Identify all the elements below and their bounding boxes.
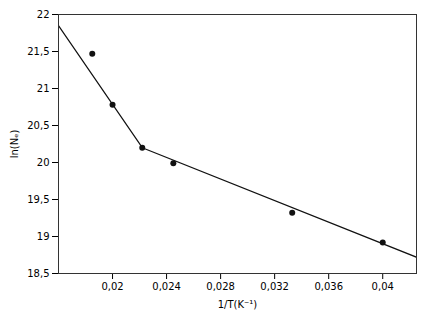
svg-text:19: 19 [37,231,50,242]
svg-text:1/T(K⁻¹): 1/T(K⁻¹) [218,299,258,310]
svg-text:0,028: 0,028 [206,281,235,292]
svg-text:20,5: 20,5 [27,120,49,131]
svg-text:18,5: 18,5 [27,268,49,279]
svg-text:0,024: 0,024 [152,281,181,292]
svg-text:0,036: 0,036 [314,281,343,292]
svg-text:22: 22 [37,9,50,20]
svg-text:0,032: 0,032 [260,281,289,292]
svg-text:21: 21 [37,83,50,94]
svg-text:0,02: 0,02 [101,281,123,292]
svg-text:20: 20 [37,157,50,168]
svg-text:ln(Nₑ): ln(Nₑ) [9,130,20,159]
svg-text:19,5: 19,5 [27,194,49,205]
svg-text:0,04: 0,04 [372,281,394,292]
svg-text:21,5: 21,5 [27,46,49,57]
